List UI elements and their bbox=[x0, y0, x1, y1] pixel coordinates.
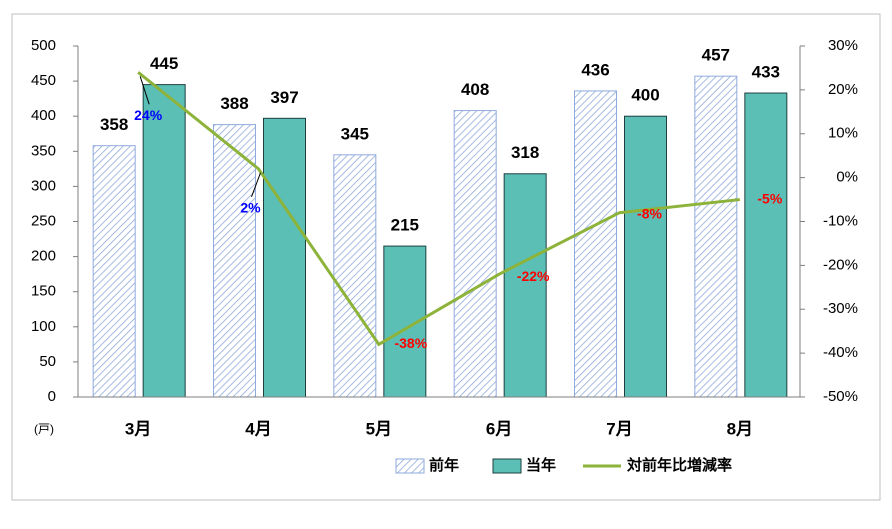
y2-tick-label: 20% bbox=[828, 81, 858, 98]
y2-tick-label: 10% bbox=[828, 125, 858, 142]
x-tick-label: 6月 bbox=[486, 419, 512, 438]
bar bbox=[333, 154, 377, 398]
legend-label: 当年 bbox=[526, 456, 556, 474]
value-label: 457 bbox=[702, 46, 730, 65]
leader-line bbox=[139, 76, 150, 105]
value-label: 436 bbox=[581, 60, 609, 79]
y-tick-label: 450 bbox=[31, 72, 56, 89]
bar bbox=[744, 92, 788, 398]
y-tick-label: 50 bbox=[39, 353, 56, 370]
bar bbox=[142, 84, 186, 398]
value-label: 433 bbox=[752, 63, 780, 82]
y-tick-label: 200 bbox=[31, 248, 56, 265]
y-tick-label: 400 bbox=[31, 107, 56, 124]
bar bbox=[213, 124, 256, 398]
y2-tick-label: 0% bbox=[836, 169, 858, 186]
y-tick-label: 150 bbox=[31, 283, 56, 300]
value-label: -38% bbox=[394, 335, 427, 351]
y2-tick-label: -40% bbox=[823, 344, 858, 361]
bar bbox=[263, 117, 306, 398]
legend-swatch bbox=[395, 458, 425, 474]
value-label: 2% bbox=[240, 200, 261, 216]
leader-line bbox=[251, 172, 261, 198]
y-tick-label: 300 bbox=[31, 177, 56, 194]
value-label: 345 bbox=[341, 124, 369, 143]
y-tick-label: 0 bbox=[48, 388, 56, 405]
y2-tick-label: -30% bbox=[823, 300, 858, 317]
y-tick-label: 350 bbox=[31, 142, 56, 159]
x-tick-label: 3月 bbox=[125, 419, 151, 438]
bar bbox=[624, 115, 667, 398]
value-label: 24% bbox=[134, 107, 163, 123]
value-label: -22% bbox=[517, 268, 550, 284]
line bbox=[137, 71, 740, 347]
bar bbox=[453, 110, 497, 398]
value-label: 215 bbox=[391, 216, 419, 235]
legend-swatch bbox=[492, 458, 522, 474]
unit-label: (戸) bbox=[34, 422, 54, 436]
bar bbox=[503, 173, 547, 398]
x-tick-label: 8月 bbox=[727, 419, 753, 438]
y2-tick-label: -10% bbox=[823, 212, 858, 229]
y-tick-label: 500 bbox=[31, 37, 56, 54]
x-tick-label: 4月 bbox=[245, 419, 271, 438]
value-label: 408 bbox=[461, 80, 489, 99]
x-tick-label: 5月 bbox=[366, 419, 392, 438]
y2-tick-label: -20% bbox=[823, 256, 858, 273]
y-tick-label: 250 bbox=[31, 212, 56, 229]
y2-tick-label: 30% bbox=[828, 37, 858, 54]
value-label: -5% bbox=[757, 190, 782, 206]
legend-label: 前年 bbox=[429, 456, 459, 474]
value-label: 445 bbox=[150, 54, 178, 73]
value-label: -8% bbox=[637, 205, 662, 221]
legend-label: 対前年比増減率 bbox=[626, 456, 732, 474]
value-label: 358 bbox=[100, 115, 128, 134]
bar bbox=[574, 90, 617, 398]
x-tick-label: 7月 bbox=[606, 419, 632, 438]
bar bbox=[694, 75, 738, 398]
bar bbox=[92, 145, 136, 398]
y2-tick-label: -50% bbox=[823, 388, 858, 405]
value-label: 400 bbox=[631, 86, 659, 105]
value-label: 397 bbox=[270, 88, 298, 107]
y-tick-label: 100 bbox=[31, 318, 56, 335]
value-label: 388 bbox=[220, 94, 248, 113]
value-label: 318 bbox=[511, 143, 539, 162]
